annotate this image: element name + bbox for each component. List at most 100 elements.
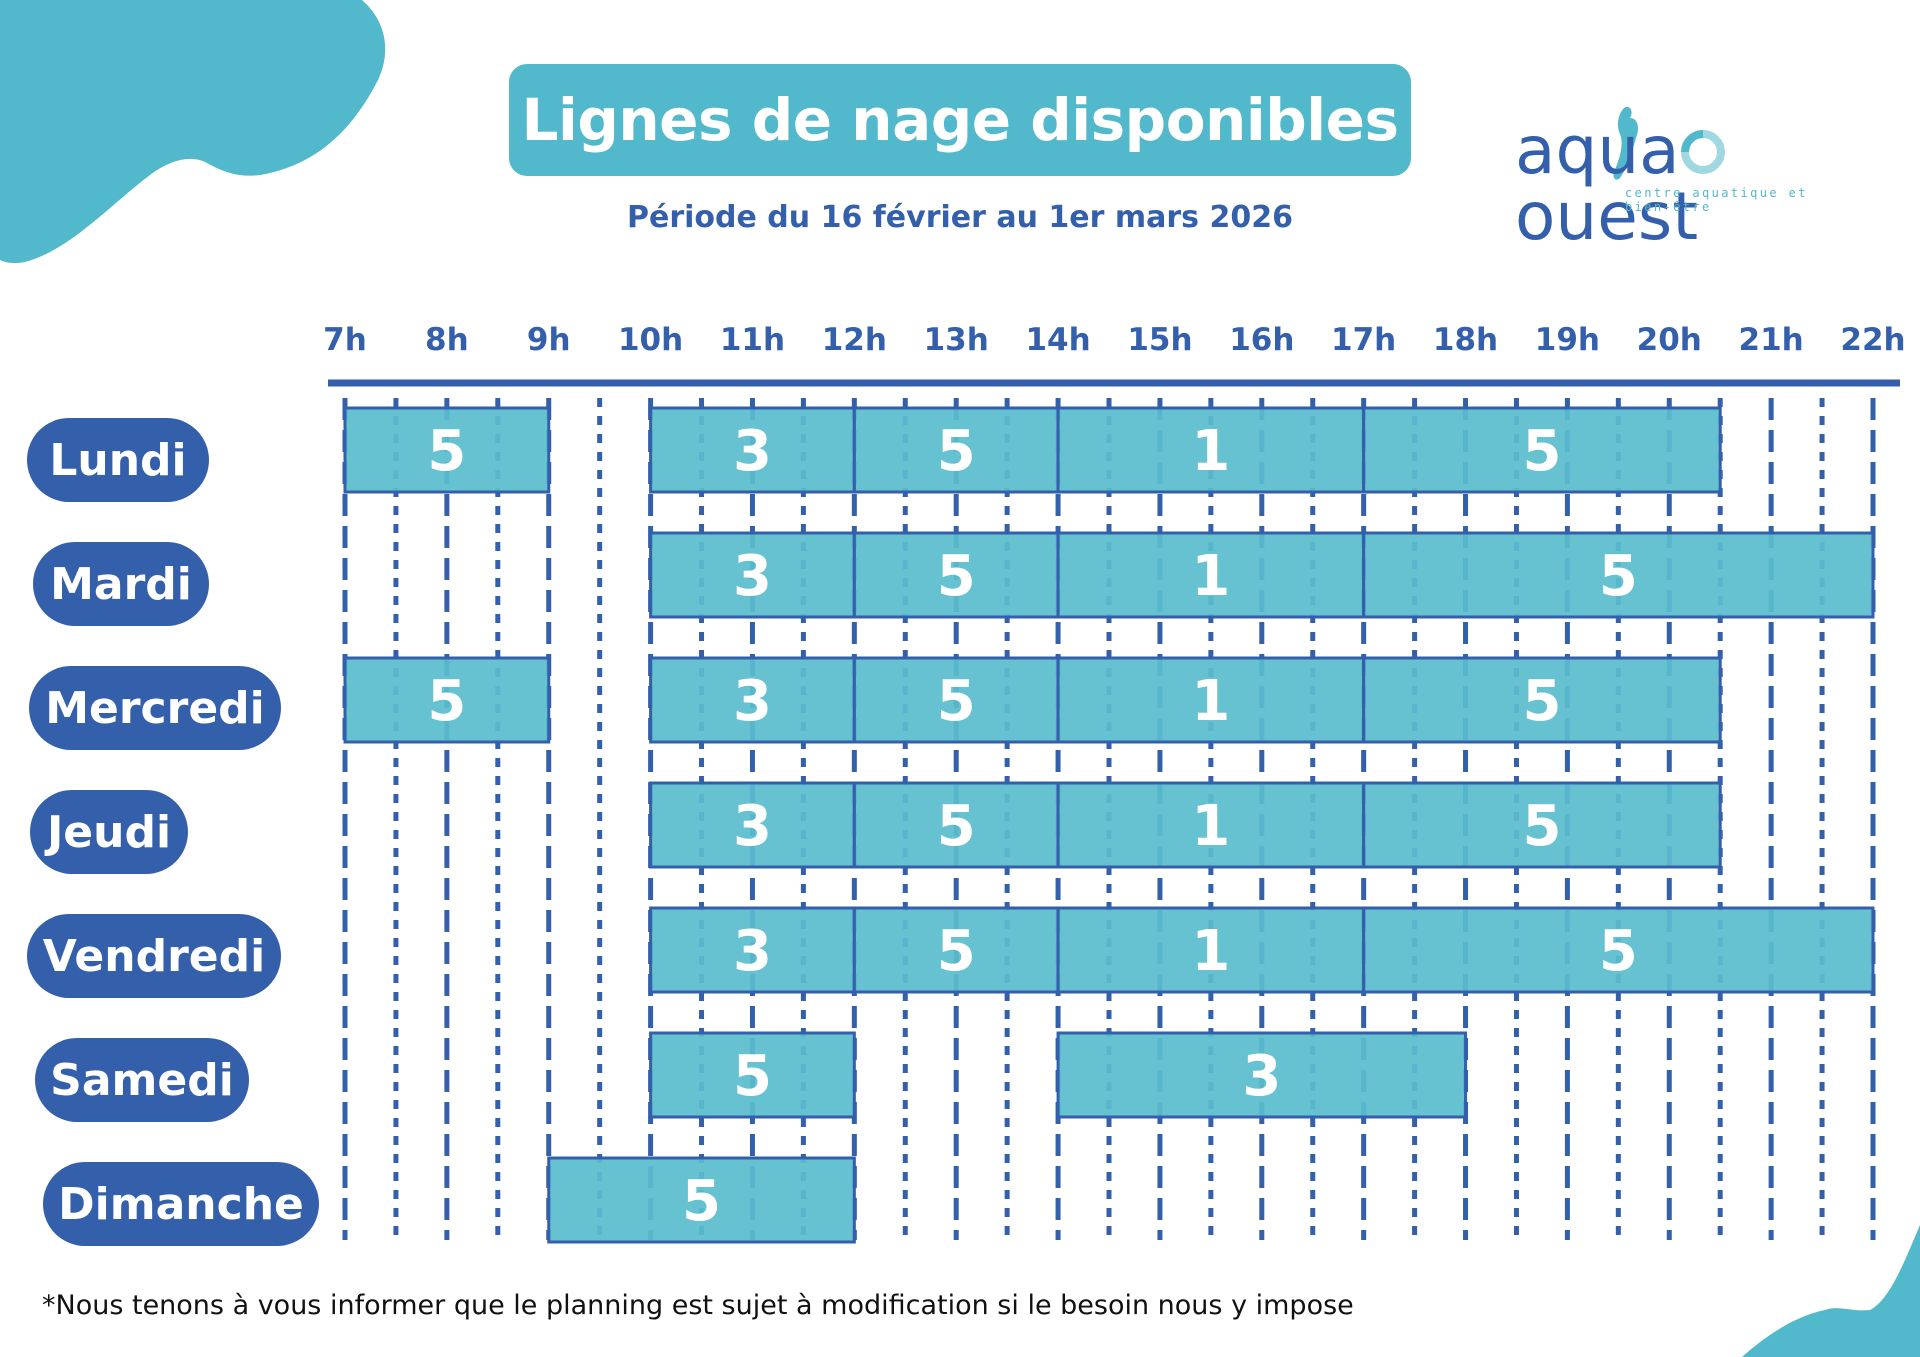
x-tick-label: 14h xyxy=(1025,322,1090,358)
logo-text-aqu: aqu xyxy=(1515,112,1640,189)
x-tick-label: 11h xyxy=(720,322,785,358)
lane-block-rect xyxy=(547,1156,856,1244)
x-tick-label: 17h xyxy=(1331,322,1396,358)
lane-block: 1 xyxy=(1056,781,1366,869)
lane-block: 1 xyxy=(1056,656,1366,744)
lane-count-label: 5 xyxy=(1522,794,1561,859)
lane-block-rect xyxy=(852,406,1060,494)
logo-wordmark: aquaouest xyxy=(1515,118,1845,250)
lane-block-rect xyxy=(1362,656,1722,744)
lane-count-label: 3 xyxy=(733,794,772,859)
lane-block: 5 xyxy=(852,781,1060,869)
lane-block: 5 xyxy=(1362,406,1722,494)
decorative-blob-bottom-right xyxy=(1742,1225,1920,1357)
x-tick-label: 19h xyxy=(1535,322,1600,358)
lane-count-label: 1 xyxy=(1191,419,1230,484)
lane-count-label: 5 xyxy=(1599,919,1638,984)
lane-block-rect xyxy=(1362,781,1722,869)
lane-block: 5 xyxy=(1362,781,1722,869)
lane-block: 5 xyxy=(852,906,1060,994)
lane-block-rect xyxy=(1362,406,1722,494)
lane-count-label: 1 xyxy=(1191,794,1230,859)
day-label-dimanche: Dimanche xyxy=(43,1162,319,1246)
lane-count-label: 3 xyxy=(733,919,772,984)
lane-count-label: 5 xyxy=(682,1169,721,1234)
lane-count-label: 1 xyxy=(1191,919,1230,984)
day-label-mercredi: Mercredi xyxy=(29,666,281,750)
lane-count-label: 5 xyxy=(937,419,976,484)
day-label-mardi: Mardi xyxy=(33,542,209,626)
lane-count-label: 5 xyxy=(1599,544,1638,609)
lane-block: 5 xyxy=(852,406,1060,494)
title-banner: Lignes de nage disponibles xyxy=(509,64,1411,176)
lane-block-rect xyxy=(1056,656,1366,744)
lane-block: 1 xyxy=(1056,906,1366,994)
lane-block-rect xyxy=(343,406,551,494)
day-label-samedi: Samedi xyxy=(35,1038,249,1122)
logo-text-a: a xyxy=(1639,112,1680,189)
lane-block: 3 xyxy=(649,406,856,494)
lane-block-rect xyxy=(649,406,856,494)
period-subtitle: Période du 16 février au 1er mars 2026 xyxy=(627,200,1293,235)
lane-block: 3 xyxy=(649,781,856,869)
x-tick-label: 8h xyxy=(425,322,469,358)
lane-block-rect xyxy=(649,781,856,869)
lane-count-label: 5 xyxy=(937,919,976,984)
lane-block-rect xyxy=(1056,531,1366,619)
lane-blocks: 5 3 5 1 53 5 1 55 3 5 1 53 5 1 53 5 1 55 35 xyxy=(343,406,1875,1244)
lane-block-rect xyxy=(1056,1031,1468,1119)
lane-block-rect xyxy=(1056,406,1366,494)
x-tick-label: 21h xyxy=(1739,322,1804,358)
lane-block: 3 xyxy=(649,906,856,994)
x-tick-label: 22h xyxy=(1840,322,1905,358)
lane-block: 5 xyxy=(1362,656,1722,744)
lane-block-rect xyxy=(1056,906,1366,994)
lane-block-rect xyxy=(649,531,856,619)
lane-block-rect xyxy=(1056,781,1366,869)
x-tick-label: 15h xyxy=(1127,322,1192,358)
aquaouest-logo: aquaouest centre aquatique et bien-être xyxy=(1515,106,1845,250)
lane-block: 5 xyxy=(852,656,1060,744)
lane-count-label: 5 xyxy=(937,794,976,859)
lane-count-label: 1 xyxy=(1191,544,1230,609)
x-tick-label: 7h xyxy=(323,322,367,358)
lane-block-rect xyxy=(1362,906,1875,994)
logo-text-ouest: ouest xyxy=(1515,178,1699,255)
lane-count-label: 3 xyxy=(1242,1044,1281,1109)
decorative-blob-top-left xyxy=(0,0,386,264)
water-splash-icon xyxy=(1613,106,1638,180)
footnote: *Nous tenons à vous informer que le plan… xyxy=(42,1290,1354,1321)
lane-count-label: 5 xyxy=(937,669,976,734)
lane-block-rect xyxy=(852,656,1060,744)
lane-count-label: 5 xyxy=(427,669,466,734)
lane-block: 5 xyxy=(649,1031,856,1119)
lane-count-label: 5 xyxy=(427,419,466,484)
logo-ring-o xyxy=(1680,112,1726,189)
lane-block: 1 xyxy=(1056,406,1366,494)
lane-block-rect xyxy=(1362,531,1875,619)
lane-block: 5 xyxy=(547,1156,856,1244)
lane-block: 5 xyxy=(1362,531,1875,619)
x-tick-label: 12h xyxy=(822,322,887,358)
lane-block: 3 xyxy=(649,656,856,744)
day-label-vendredi: Vendredi xyxy=(27,914,281,998)
lane-count-label: 5 xyxy=(1522,419,1561,484)
x-tick-label: 20h xyxy=(1637,322,1702,358)
x-tick-label: 9h xyxy=(527,322,571,358)
x-tick-label: 18h xyxy=(1433,322,1498,358)
lane-block: 5 xyxy=(852,531,1060,619)
lane-block-rect xyxy=(649,656,856,744)
lane-block: 5 xyxy=(1362,906,1875,994)
lane-block: 1 xyxy=(1056,531,1366,619)
logo-tagline: centre aquatique et bien-être xyxy=(1625,186,1808,214)
lane-count-label: 5 xyxy=(1522,669,1561,734)
lane-block-rect xyxy=(343,656,551,744)
lane-block-rect xyxy=(649,906,856,994)
lane-block: 3 xyxy=(649,531,856,619)
lane-block: 5 xyxy=(343,406,551,494)
day-label-lundi: Lundi xyxy=(27,418,209,502)
lane-count-label: 3 xyxy=(733,669,772,734)
lane-block: 5 xyxy=(343,656,551,744)
x-tick-label: 13h xyxy=(924,322,989,358)
page-title: Lignes de nage disponibles xyxy=(521,86,1399,154)
